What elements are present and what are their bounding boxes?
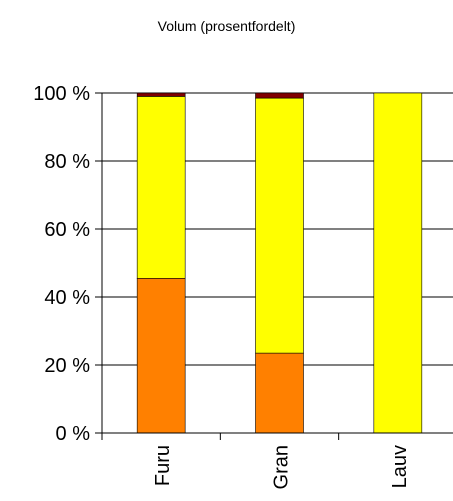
bar-gran-segment-0	[255, 352, 304, 434]
bar-furu-segment-1	[136, 96, 186, 279]
x-tick-label-0: Furu	[152, 445, 174, 486]
y-tick-label-0: 0 %	[56, 423, 91, 445]
bar-gran-segment-2	[255, 92, 304, 99]
y-tick-label-1: 20 %	[44, 355, 90, 377]
y-tick-label-4: 80 %	[44, 151, 90, 173]
y-tick-label-2: 40 %	[44, 287, 90, 309]
bar-lauv-segment-1	[373, 92, 423, 434]
x-tick-label-1: Gran	[271, 445, 293, 489]
y-tick-label-5: 100 %	[33, 83, 90, 105]
bar-furu-segment-2	[136, 92, 186, 97]
bar-gran-segment-1	[255, 97, 304, 354]
bar-furu-segment-0	[136, 277, 186, 434]
chart-title: Volum (prosentfordelt)	[157, 18, 296, 34]
x-tick-label-2: Lauv	[389, 445, 411, 488]
y-tick-label-3: 60 %	[44, 219, 90, 241]
